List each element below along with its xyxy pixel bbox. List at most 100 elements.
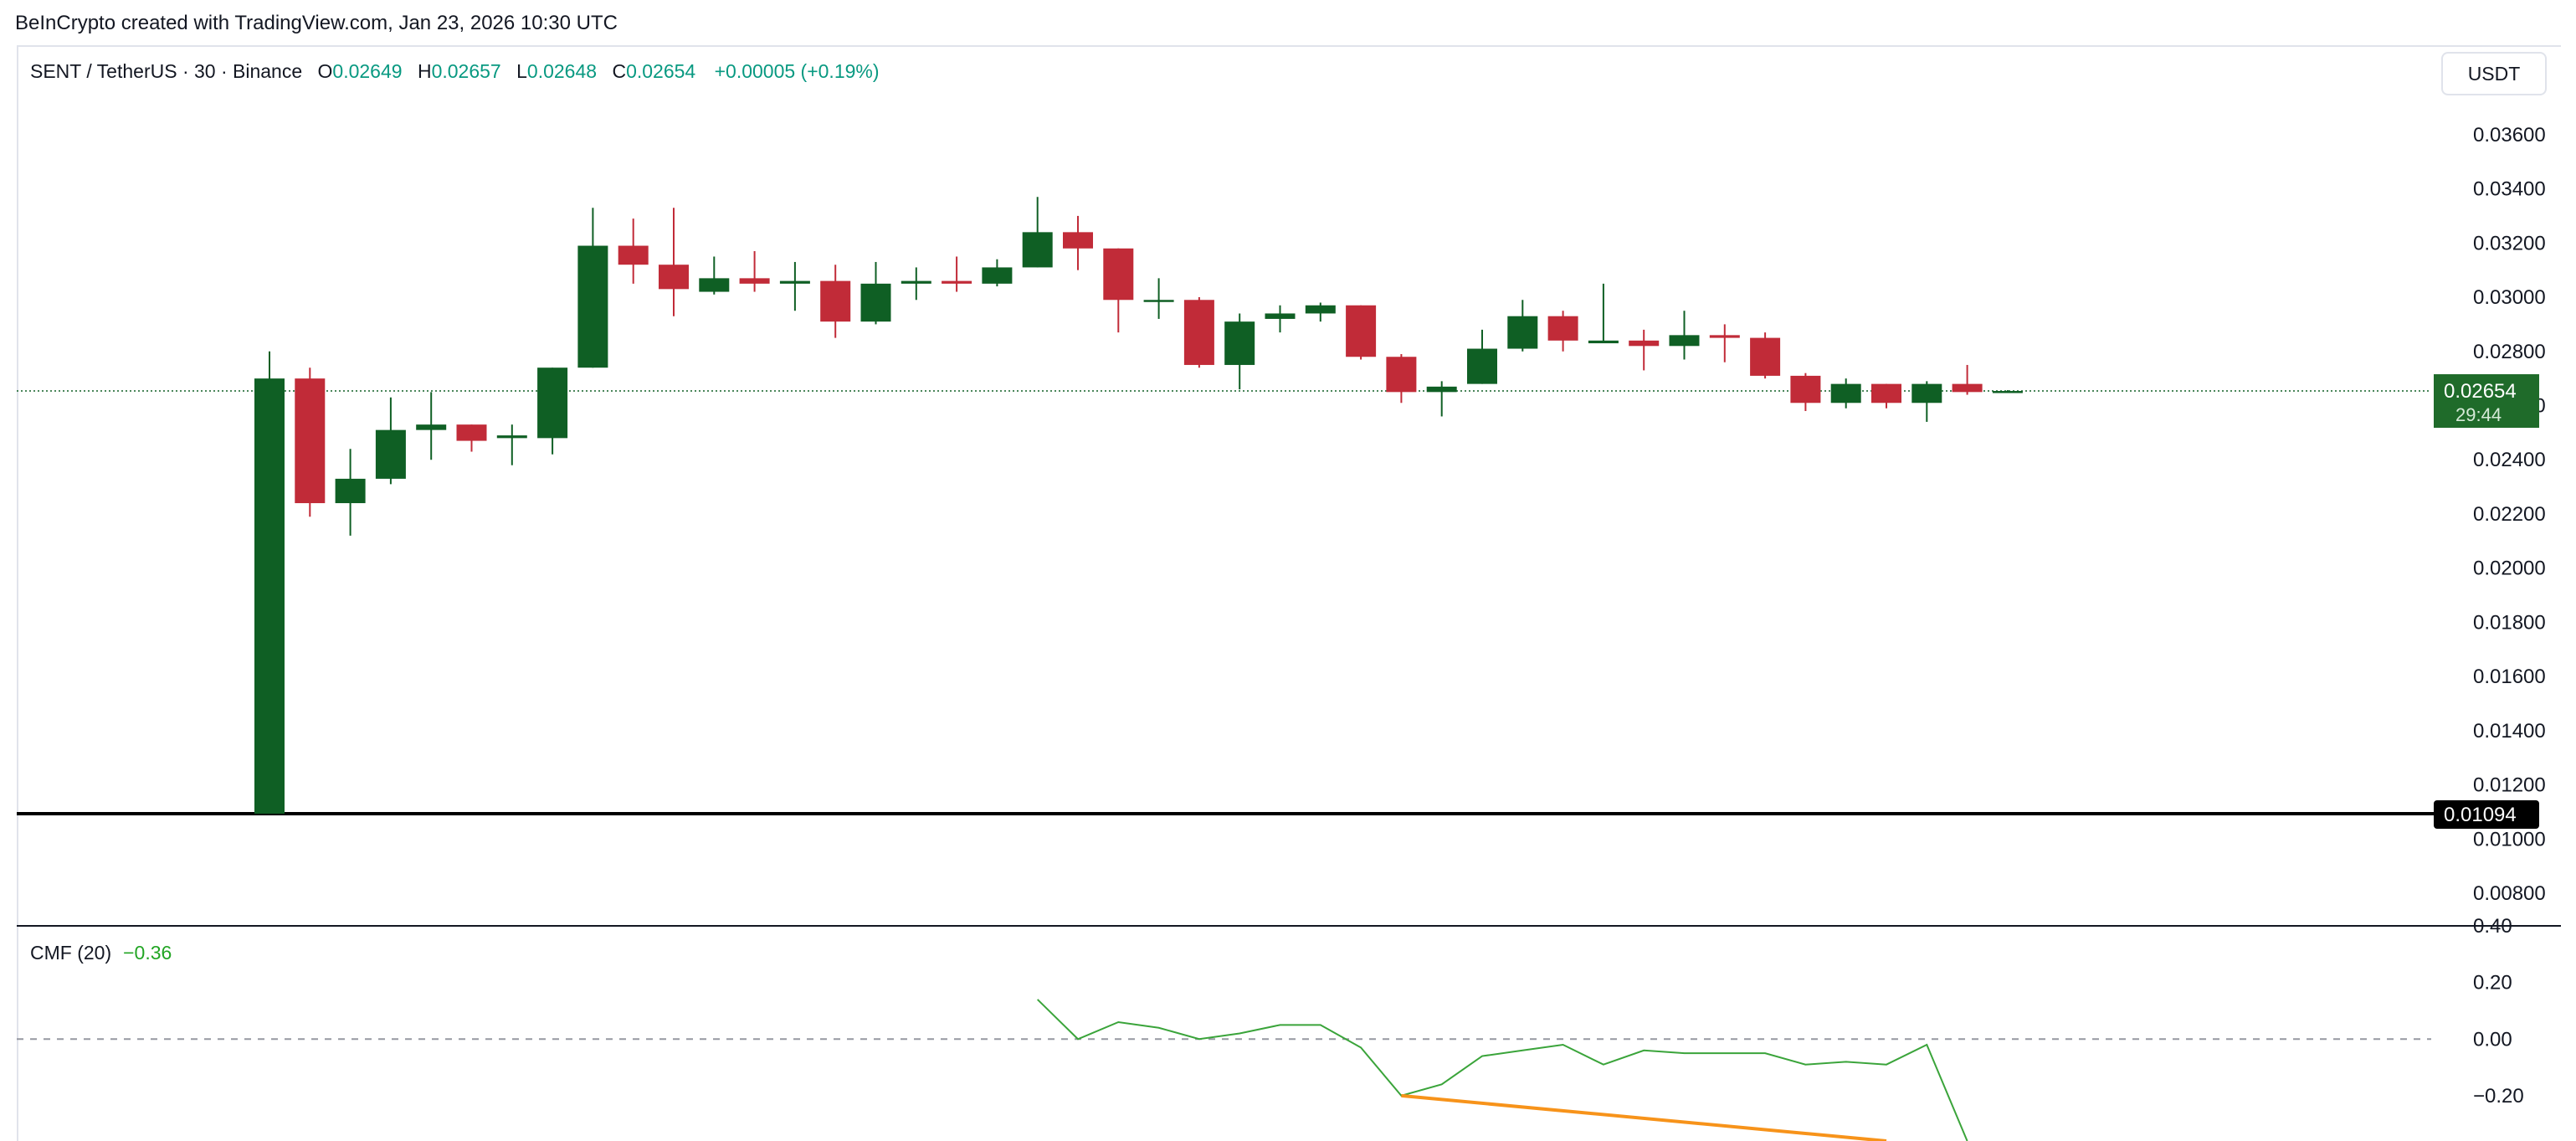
candle	[1426, 381, 1457, 417]
price-axis-tick-label: 0.01400	[2473, 720, 2546, 743]
candle	[1911, 381, 1942, 422]
open-value: 0.02649	[332, 60, 403, 82]
candle-body-down	[739, 278, 770, 284]
high-value: 0.02657	[431, 60, 501, 82]
candle-body-up	[1467, 348, 1497, 384]
cmf-value: −0.36	[123, 942, 172, 964]
candlestick-series	[254, 197, 2023, 814]
candle	[982, 259, 1013, 287]
candle-body-up	[982, 267, 1013, 284]
price-axis-tick-label: 0.03600	[2473, 124, 2546, 146]
candle-body-down	[942, 280, 972, 284]
candle	[1790, 373, 1821, 411]
price-axis-tick-label: 0.03000	[2473, 286, 2546, 309]
price-axis-tick-label: 0.02800	[2473, 341, 2546, 363]
cmf-axis-tick-label: 0.40	[2473, 915, 2512, 938]
candle	[416, 392, 447, 460]
candle	[295, 367, 326, 517]
open-key: O	[317, 60, 333, 82]
price-axis-tick-label: 0.03400	[2473, 178, 2546, 201]
close-value: 0.02654	[626, 60, 696, 82]
candle-body-up	[1992, 391, 2023, 393]
candle-body-up	[1224, 321, 1255, 365]
candle-body-down	[1103, 248, 1134, 301]
last-price-tag: 0.02654 29:44	[2434, 374, 2539, 429]
price-axis-tick-label: 0.01200	[2473, 774, 2546, 797]
price-axis-tick-label: 0.01800	[2473, 611, 2546, 634]
candle	[1022, 197, 1053, 268]
candle-body-up	[335, 478, 366, 504]
candle	[1224, 313, 1255, 390]
candle-body-down	[1790, 375, 1821, 403]
candle	[1871, 383, 1901, 409]
candle-body-up	[1143, 300, 1174, 302]
candle	[456, 424, 487, 452]
candle-body-up	[779, 280, 810, 284]
cmf-axis-tick-label: 0.00	[2473, 1028, 2512, 1051]
cmf-axis-tick-label: −0.20	[2473, 1085, 2524, 1108]
cmf-axis: 0.40 0.20 0.00 −0.20	[2473, 915, 2524, 1108]
candle-body-down	[1547, 316, 1578, 341]
candle-body-down	[1952, 383, 1983, 393]
candle-body-up	[860, 283, 891, 322]
candle-body-up	[1669, 335, 1700, 347]
candle	[1183, 297, 1214, 368]
candle-body-down	[1750, 337, 1781, 376]
candle	[1830, 378, 1861, 409]
candle	[1346, 305, 1377, 360]
cmf-line	[1036, 999, 1968, 1141]
currency-selector[interactable]: USDT	[2441, 52, 2547, 95]
cmf-title[interactable]: CMF (20)	[30, 942, 112, 964]
cmf-trendline[interactable]	[1401, 1093, 1887, 1141]
candle-body-up	[496, 435, 527, 439]
candle	[1063, 215, 1093, 270]
support-level-tag-background	[2434, 799, 2539, 829]
candle	[739, 251, 770, 292]
price-axis-tick-label: 0.00800	[2473, 882, 2546, 905]
candle-body-up	[254, 378, 285, 814]
price-axis-tick-label: 0.02200	[2473, 503, 2546, 526]
price-axis-tick-label: 0.03200	[2473, 232, 2546, 254]
candle-body-up	[1911, 383, 1942, 403]
candle	[577, 208, 608, 368]
candle	[1709, 324, 1740, 362]
candle	[618, 218, 649, 284]
support-level-tag: 0.01094	[2434, 799, 2539, 829]
last-price-tag-countdown: 29:44	[2455, 404, 2502, 425]
candle-body-up	[1022, 232, 1053, 268]
candle	[1629, 329, 1660, 371]
candle	[1547, 311, 1578, 352]
chart-attribution: BeInCrypto created with TradingView.com,…	[15, 12, 618, 34]
candle-body-down	[618, 245, 649, 265]
candle	[942, 256, 972, 292]
candle	[1305, 302, 1336, 322]
candle-body-up	[699, 278, 730, 292]
candle-body-down	[1629, 340, 1660, 347]
candle-body-down	[295, 378, 326, 504]
candle	[860, 261, 891, 325]
symbol-title[interactable]: SENT / TetherUS · 30 · Binance	[30, 60, 303, 82]
candle	[1103, 248, 1134, 333]
candle-body-up	[1265, 313, 1296, 319]
candle	[537, 367, 568, 455]
candle-body-up	[1305, 305, 1336, 314]
candle-body-down	[1063, 232, 1093, 249]
candle	[820, 265, 851, 338]
last-price-tag-value: 0.02654	[2444, 380, 2517, 403]
candle	[779, 261, 810, 311]
last-price-tag-background	[2434, 374, 2539, 429]
candle	[496, 424, 527, 465]
candle	[1952, 364, 1983, 395]
candle-body-down	[1386, 357, 1417, 393]
cmf-axis-tick-label: 0.20	[2473, 972, 2512, 995]
change-value: +0.00005 (+0.19%)	[714, 60, 880, 82]
candle-body-down	[1709, 335, 1740, 338]
candle	[659, 208, 689, 316]
candle-body-up	[577, 245, 608, 368]
candle-body-up	[375, 429, 406, 479]
low-key: L	[516, 60, 527, 82]
candle-body-up	[1507, 316, 1538, 349]
candle	[1143, 278, 1174, 319]
candle	[1386, 354, 1417, 403]
